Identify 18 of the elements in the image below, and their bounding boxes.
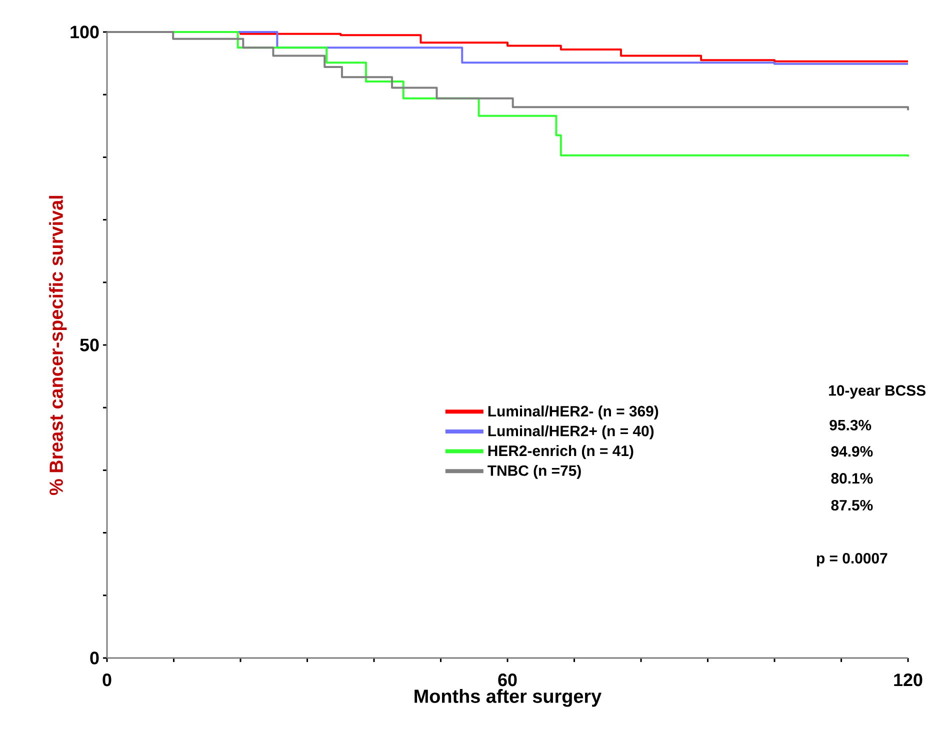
annotation: 95.3% (830, 420, 872, 430)
x-tick-label: 60 (498, 674, 517, 686)
y-axis-title: % Breast cancer-specific survival (49, 196, 67, 495)
annotation: 80.1% (831, 473, 873, 484)
y-tick-label: 100 (70, 26, 99, 38)
legend-label: TNBC (n =75) (488, 464, 581, 479)
legend-label: Luminal/HER2+ (n = 40) (488, 425, 654, 440)
legend-label: HER2-enrich (n = 41) (488, 445, 634, 460)
annotation: 10-year BCSS (829, 385, 926, 399)
y-tick-label: 0 (90, 652, 99, 664)
annotation: p = 0.0007 (816, 552, 888, 566)
legend-label: Luminal/HER2- (n = 369) (488, 406, 658, 420)
x-tick-label: 0 (102, 674, 112, 686)
y-tick-label: 50 (80, 338, 99, 352)
annotation: 94.9% (831, 446, 873, 457)
x-axis-title: Months after surgery (414, 689, 602, 707)
annotation: 87.5% (831, 500, 873, 511)
x-tick-label: 120 (894, 674, 922, 686)
